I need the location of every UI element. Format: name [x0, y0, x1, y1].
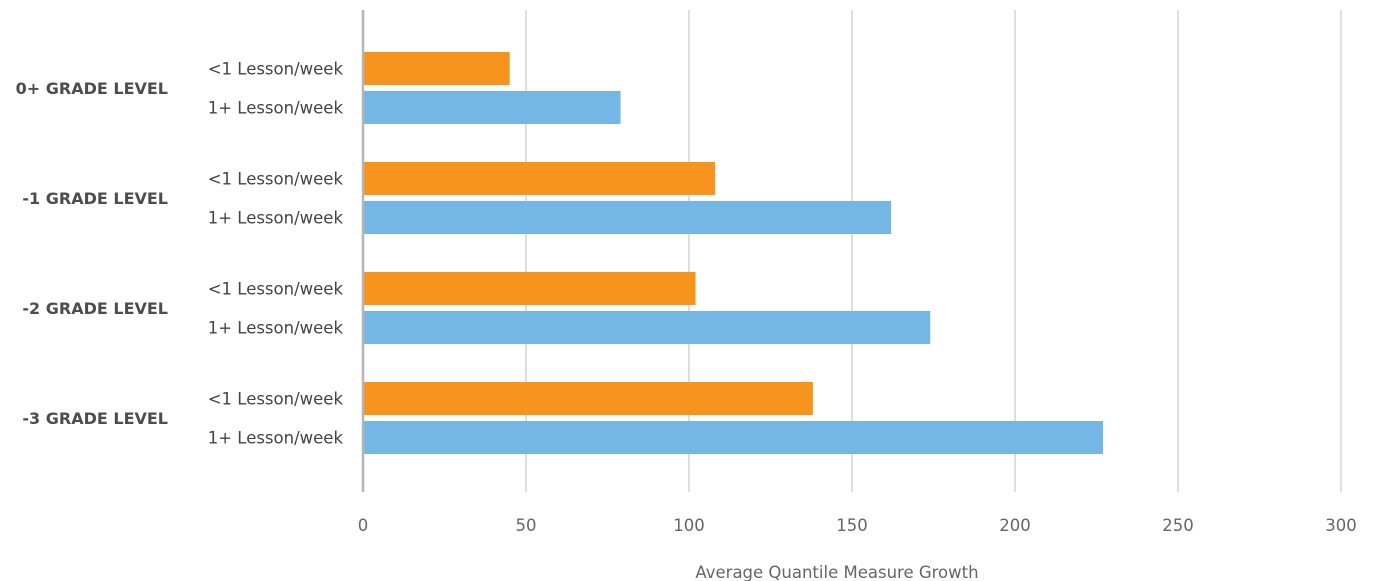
- x-tick-label-200: 200: [999, 516, 1031, 535]
- series-label-group-3-2: 1+ Lesson/week: [208, 319, 344, 338]
- series-label-group-1-1: <1 Lesson/week: [208, 60, 344, 79]
- group-labels: 0+ GRADE LEVEL -1 GRADE LEVEL -2 GRADE LEV…: [16, 79, 168, 428]
- x-tick-label-0: 0: [358, 516, 369, 535]
- bar-series-labels: <1 Lesson/week 1+ Lesson/week <1 Lesson/we…: [208, 60, 344, 448]
- bar-group-1-series-2: [363, 91, 621, 124]
- bar-group-3-series-1: [363, 272, 696, 305]
- bar-group-4-series-2: [363, 421, 1104, 454]
- x-tick-label-100: 100: [673, 516, 705, 535]
- x-tick-label-150: 150: [836, 516, 868, 535]
- series-label-group-3-1: <1 Lesson/week: [208, 280, 344, 299]
- series-label-group-2-2: 1+ Lesson/week: [208, 209, 344, 228]
- group-label-2: -1 GRADE LEVEL: [22, 189, 168, 208]
- x-tick-label-50: 50: [516, 516, 537, 535]
- bar-group-2-series-1: [363, 162, 716, 195]
- series-label-group-1-2: 1+ Lesson/week: [208, 99, 344, 118]
- group-label-1: 0+ GRADE LEVEL: [16, 79, 168, 98]
- x-tick-label-300: 300: [1325, 516, 1357, 535]
- bar-group-4-series-1: [363, 382, 813, 415]
- series-label-group-4-1: <1 Lesson/week: [208, 390, 344, 409]
- x-tick-labels: 0 50 100 150 200 250 300: [358, 516, 1357, 535]
- bar-group-3-series-2: [363, 311, 931, 344]
- bar-group-1-series-1: [363, 52, 510, 85]
- series-label-group-4-2: 1+ Lesson/week: [208, 429, 344, 448]
- series-label-group-2-1: <1 Lesson/week: [208, 170, 344, 189]
- group-label-4: -3 GRADE LEVEL: [22, 409, 168, 428]
- x-axis-title: Average Quantile Measure Growth: [695, 563, 978, 581]
- bar-marks: [363, 52, 1104, 454]
- gridlines: [525, 10, 1342, 492]
- group-label-3: -2 GRADE LEVEL: [22, 299, 168, 318]
- bar-group-2-series-2: [363, 201, 892, 234]
- x-tick-label-250: 250: [1162, 516, 1194, 535]
